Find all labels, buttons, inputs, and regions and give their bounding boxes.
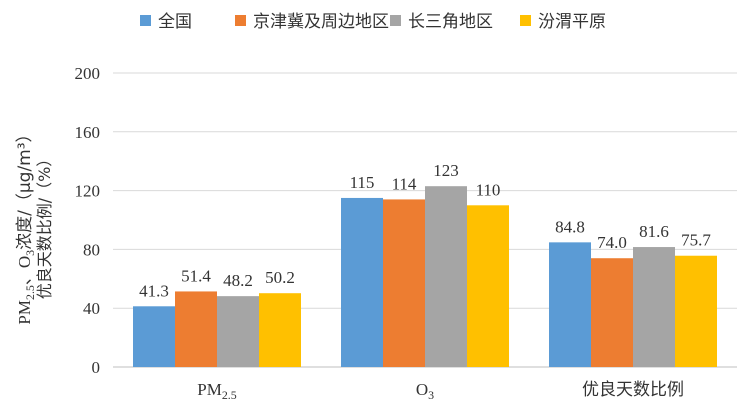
legend-swatch (140, 15, 151, 26)
bar (425, 186, 467, 367)
x-tick-label: O3 (416, 380, 434, 402)
bar (591, 258, 633, 367)
bar (549, 242, 591, 367)
legend-swatch (520, 15, 531, 26)
legend-label: 汾渭平原 (538, 12, 606, 32)
data-label: 41.3 (139, 281, 169, 300)
legend-label: 长三角地区 (408, 12, 493, 32)
data-label: 84.8 (555, 217, 585, 236)
data-label: 81.6 (639, 222, 669, 241)
y-axis-label-line1: PM2.5、O3浓度/（μg/m³） (15, 125, 37, 324)
data-label: 123 (433, 161, 459, 180)
data-label: 75.7 (681, 231, 711, 250)
y-tick-label: 120 (75, 182, 101, 201)
bar (633, 247, 675, 367)
y-axis-label: PM2.5、O3浓度/（μg/m³） 优良天数比例/（%） (15, 125, 54, 324)
y-tick-label: 40 (83, 299, 100, 318)
data-label: 114 (392, 174, 417, 193)
bar (675, 255, 717, 367)
legend-label: 京津冀及周边地区 (253, 12, 389, 32)
y-tick-label: 80 (83, 240, 100, 259)
legend-label: 全国 (158, 12, 192, 32)
data-label: 74.0 (597, 233, 627, 252)
bar (175, 291, 217, 367)
data-label: 51.4 (181, 266, 211, 285)
y-tick-label: 0 (92, 358, 101, 377)
bar (383, 199, 425, 367)
data-label: 48.2 (223, 271, 253, 290)
x-axis-ticks: PM2.5 O3 优良天数比例 (197, 380, 684, 402)
bar (467, 205, 509, 367)
bar (133, 306, 175, 367)
data-label: 110 (476, 180, 501, 199)
bars: 41.3 51.4 48.2 50.2 115 114 123 110 84.8 74.0 81.6… (133, 161, 717, 367)
bar (341, 197, 383, 367)
data-label: 50.2 (265, 268, 295, 287)
legend-swatch (390, 15, 401, 26)
x-tick-label: PM2.5 (197, 380, 236, 402)
legend-swatch (235, 15, 246, 26)
y-tick-label: 200 (75, 64, 101, 83)
y-tick-label: 160 (75, 123, 101, 142)
x-tick-label: 优良天数比例 (582, 380, 684, 400)
y-axis-label-line2: 优良天数比例/（%） (35, 151, 54, 300)
y-axis-ticks: 0 40 80 120 160 200 (75, 64, 101, 377)
bar (259, 293, 301, 367)
legend: 全国 京津冀及周边地区 长三角地区 汾渭平原 (140, 12, 606, 32)
data-label: 115 (350, 173, 375, 192)
bar (217, 296, 259, 367)
